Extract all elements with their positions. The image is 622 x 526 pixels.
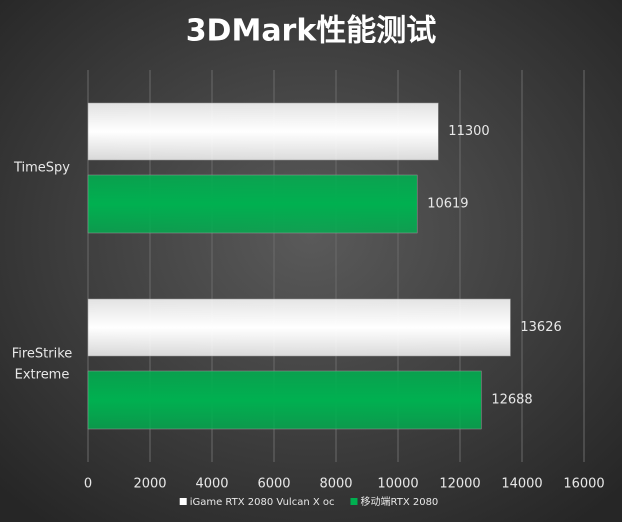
bar bbox=[87, 370, 482, 430]
data-label: 10619 bbox=[427, 197, 468, 212]
x-tick-label: 0 bbox=[84, 477, 92, 492]
data-label: 12688 bbox=[491, 393, 532, 408]
bar bbox=[87, 174, 418, 234]
y-tick-label: FireStrike Extreme bbox=[12, 346, 73, 382]
x-tick-label: 4000 bbox=[195, 477, 228, 492]
legend-label: iGame RTX 2080 Vulcan X oc bbox=[190, 497, 335, 508]
x-tick-label: 16000 bbox=[563, 477, 604, 492]
legend-swatch bbox=[350, 498, 358, 505]
chart-title: 3DMark性能测试 bbox=[186, 14, 437, 49]
y-tick-label: TimeSpy bbox=[13, 161, 70, 176]
bar bbox=[87, 298, 511, 357]
label-line: Extreme bbox=[15, 367, 70, 382]
x-tick-label: 14000 bbox=[501, 477, 542, 492]
x-tick-label: 12000 bbox=[439, 477, 480, 492]
x-tick-label: 6000 bbox=[257, 477, 290, 492]
bar bbox=[87, 102, 439, 161]
legend-label: 移动端RTX 2080 bbox=[360, 495, 438, 508]
data-label: 13626 bbox=[520, 320, 561, 335]
x-tick-label: 10000 bbox=[377, 477, 418, 492]
legend-swatch bbox=[179, 498, 187, 505]
x-tick-label: 2000 bbox=[133, 477, 166, 492]
x-tick-label: 8000 bbox=[319, 477, 352, 492]
data-label: 11300 bbox=[448, 124, 489, 139]
label-line: FireStrike bbox=[12, 346, 73, 361]
